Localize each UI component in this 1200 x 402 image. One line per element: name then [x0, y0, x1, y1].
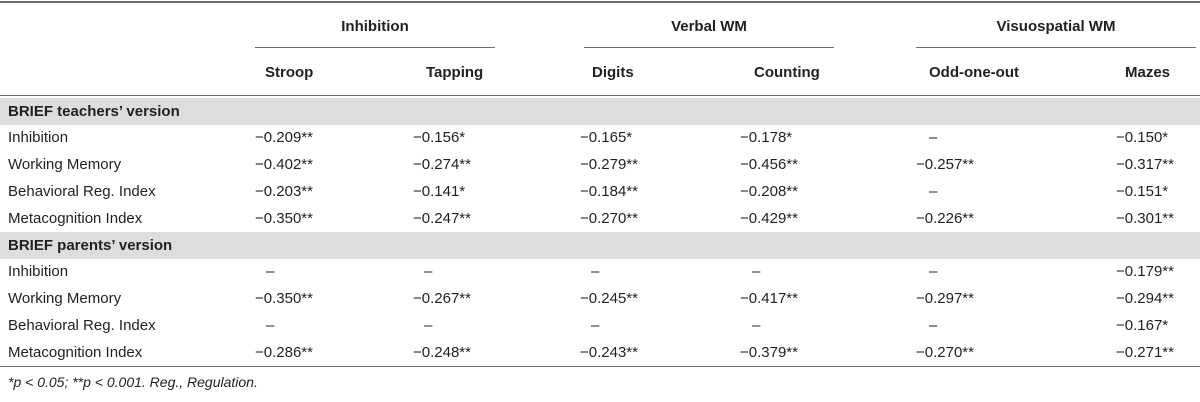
table-cell: −0.317** — [1116, 156, 1174, 173]
section-title: BRIEF parents’ version — [8, 237, 173, 254]
table-cell: – — [929, 317, 938, 334]
table-cell: −0.150* — [1116, 129, 1169, 146]
section-header-parents: BRIEF parents’ version — [0, 232, 1200, 259]
table-cell: −0.257** — [916, 156, 974, 173]
table-cell: −0.247** — [413, 210, 471, 227]
table-bottom-rule — [0, 366, 1200, 367]
table-cell: −0.248** — [413, 344, 471, 361]
column-header-stroop: Stroop — [265, 64, 314, 81]
group-header-inhibition: Inhibition — [341, 18, 409, 35]
table-cell: −0.226** — [916, 210, 974, 227]
column-header-mazes: Mazes — [1125, 64, 1171, 81]
row-label: Behavioral Reg. Index — [8, 317, 156, 334]
table-row: Working Memory −0.402** −0.274** −0.279*… — [0, 152, 1200, 179]
section-title: BRIEF teachers’ version — [8, 103, 180, 120]
column-header-odd-one-out: Odd-one-out — [929, 64, 1019, 81]
table-cell: −0.297** — [916, 290, 974, 307]
table-cell: −0.456** — [740, 156, 798, 173]
table-cell: – — [929, 263, 938, 280]
table-cell: – — [929, 129, 938, 146]
table-row: Inhibition −0.209** −0.156* −0.165* −0.1… — [0, 125, 1200, 152]
table-cell: −0.151* — [1116, 183, 1169, 200]
table-cell: −0.141* — [413, 183, 466, 200]
row-label: Inhibition — [8, 263, 69, 280]
table-cell: −0.184** — [580, 183, 638, 200]
row-label: Metacognition Index — [8, 344, 143, 361]
table-cell: −0.294** — [1116, 290, 1174, 307]
table-cell: −0.429** — [740, 210, 798, 227]
table-cell: −0.350** — [255, 290, 313, 307]
table-cell: −0.167* — [1116, 317, 1169, 334]
table-cell: −0.178* — [740, 129, 793, 146]
table-row: Metacognition Index −0.286** −0.248** −0… — [0, 340, 1200, 367]
table-cell: – — [424, 263, 433, 280]
table-cell: −0.245** — [580, 290, 638, 307]
table-cell: −0.350** — [255, 210, 313, 227]
group-header-verbal-wm: Verbal WM — [671, 18, 747, 35]
table-row: Behavioral Reg. Index – – – – – −0.167* — [0, 313, 1200, 340]
table-row: Inhibition – – – – – −0.179** — [0, 259, 1200, 286]
group-underline-visuospatial-wm — [916, 47, 1196, 48]
table-cell: – — [752, 317, 761, 334]
table-cell: −0.156* — [413, 129, 466, 146]
group-underline-inhibition — [255, 47, 495, 48]
group-underline-verbal-wm — [584, 47, 834, 48]
header-rule — [0, 95, 1200, 96]
table-cell: −0.379** — [740, 344, 798, 361]
table-top-rule — [0, 1, 1200, 3]
column-header-digits: Digits — [592, 64, 634, 81]
table-cell: −0.271** — [1116, 344, 1174, 361]
table-cell: −0.203** — [255, 183, 313, 200]
table-cell: −0.208** — [740, 183, 798, 200]
group-header-visuospatial-wm: Visuospatial WM — [996, 18, 1116, 35]
table-cell: −0.274** — [413, 156, 471, 173]
table-row: Working Memory −0.350** −0.267** −0.245*… — [0, 286, 1200, 313]
table-cell: −0.301** — [1116, 210, 1174, 227]
table-cell: −0.267** — [413, 290, 471, 307]
table-cell: – — [424, 317, 433, 334]
table-cell: −0.270** — [916, 344, 974, 361]
column-header-counting: Counting — [754, 64, 820, 81]
row-label: Behavioral Reg. Index — [8, 183, 156, 200]
table-cell: – — [591, 317, 600, 334]
table-cell: −0.165* — [580, 129, 633, 146]
table-cell: −0.270** — [580, 210, 638, 227]
table-cell: −0.279** — [580, 156, 638, 173]
table-row: Behavioral Reg. Index −0.203** −0.141* −… — [0, 179, 1200, 206]
section-header-teachers: BRIEF teachers’ version — [0, 98, 1200, 125]
table-cell: −0.179** — [1116, 263, 1174, 280]
row-label: Inhibition — [8, 129, 69, 146]
table-cell: −0.243** — [580, 344, 638, 361]
table-cell: – — [266, 317, 275, 334]
table-cell: −0.417** — [740, 290, 798, 307]
table-footnote: *p < 0.05; **p < 0.001. Reg., Regulation… — [8, 374, 258, 390]
column-header-tapping: Tapping — [426, 64, 484, 81]
table-cell: −0.286** — [255, 344, 313, 361]
table-cell: – — [591, 263, 600, 280]
row-label: Working Memory — [8, 156, 122, 173]
row-label: Working Memory — [8, 290, 122, 307]
table-cell: – — [929, 183, 938, 200]
table-row: Metacognition Index −0.350** −0.247** −0… — [0, 206, 1200, 233]
table-cell: −0.209** — [255, 129, 313, 146]
row-label: Metacognition Index — [8, 210, 143, 227]
table-cell: – — [266, 263, 275, 280]
table-cell: – — [752, 263, 761, 280]
table-cell: −0.402** — [255, 156, 313, 173]
